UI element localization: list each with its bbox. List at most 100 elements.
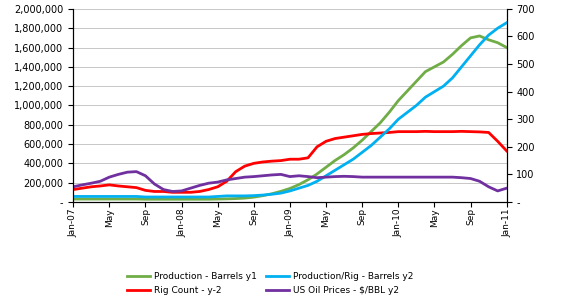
US Oil Prices - $/BBL y2 <box>215 180 221 184</box>
Production/Rig - Barrels y2 <box>278 191 284 195</box>
US Oil Prices - $/BBL y2 <box>422 175 429 179</box>
Rig Count - y-2 <box>350 134 356 138</box>
Production/Rig - Barrels y2 <box>503 21 510 24</box>
Production/Rig - Barrels y2 <box>350 157 356 161</box>
Rig Count - y-2 <box>97 184 104 188</box>
Rig Count - y-2 <box>187 191 194 194</box>
Production - Barrels y1 <box>196 198 203 201</box>
Rig Count - y-2 <box>485 131 492 134</box>
US Oil Prices - $/BBL y2 <box>494 189 501 193</box>
US Oil Prices - $/BBL y2 <box>233 177 239 180</box>
Production - Barrels y1 <box>88 197 95 201</box>
Production - Barrels y1 <box>395 99 402 102</box>
US Oil Prices - $/BBL y2 <box>413 175 420 179</box>
Production - Barrels y1 <box>350 146 356 150</box>
US Oil Prices - $/BBL y2 <box>485 185 492 189</box>
Rig Count - y-2 <box>449 130 456 133</box>
Rig Count - y-2 <box>224 179 230 183</box>
US Oil Prices - $/BBL y2 <box>151 182 158 186</box>
Production/Rig - Barrels y2 <box>494 26 501 30</box>
Production/Rig - Barrels y2 <box>269 192 275 196</box>
Production/Rig - Barrels y2 <box>115 195 122 198</box>
Production/Rig - Barrels y2 <box>70 195 77 198</box>
Production - Barrels y1 <box>106 197 113 201</box>
Rig Count - y-2 <box>476 130 483 134</box>
Line: Production - Barrels y1: Production - Barrels y1 <box>73 36 507 199</box>
Rig Count - y-2 <box>133 186 140 189</box>
Production/Rig - Barrels y2 <box>386 127 392 131</box>
Production - Barrels y1 <box>386 110 392 114</box>
Production/Rig - Barrels y2 <box>332 168 338 172</box>
US Oil Prices - $/BBL y2 <box>368 175 374 179</box>
US Oil Prices - $/BBL y2 <box>79 183 86 187</box>
US Oil Prices - $/BBL y2 <box>440 175 447 179</box>
Production/Rig - Barrels y2 <box>305 184 311 187</box>
Rig Count - y-2 <box>440 130 447 133</box>
Production - Barrels y1 <box>115 197 122 201</box>
Production - Barrels y1 <box>341 153 347 157</box>
Production/Rig - Barrels y2 <box>151 195 158 199</box>
Line: Production/Rig - Barrels y2: Production/Rig - Barrels y2 <box>73 23 507 197</box>
Production - Barrels y1 <box>278 189 284 193</box>
Production/Rig - Barrels y2 <box>233 194 239 198</box>
Production/Rig - Barrels y2 <box>160 195 167 199</box>
Production - Barrels y1 <box>251 195 257 199</box>
Production - Barrels y1 <box>368 130 374 133</box>
Rig Count - y-2 <box>178 191 185 194</box>
US Oil Prices - $/BBL y2 <box>377 175 383 179</box>
US Oil Prices - $/BBL y2 <box>269 173 275 177</box>
Rig Count - y-2 <box>368 132 374 135</box>
US Oil Prices - $/BBL y2 <box>431 175 438 179</box>
US Oil Prices - $/BBL y2 <box>467 177 474 180</box>
US Oil Prices - $/BBL y2 <box>224 178 230 182</box>
US Oil Prices - $/BBL y2 <box>296 174 302 178</box>
US Oil Prices - $/BBL y2 <box>305 175 311 178</box>
Rig Count - y-2 <box>359 132 365 136</box>
Production - Barrels y1 <box>242 196 248 200</box>
Rig Count - y-2 <box>386 131 392 134</box>
Production - Barrels y1 <box>287 187 293 190</box>
Production - Barrels y1 <box>296 183 302 187</box>
Production - Barrels y1 <box>431 65 438 69</box>
US Oil Prices - $/BBL y2 <box>476 179 483 183</box>
Production - Barrels y1 <box>160 198 167 201</box>
Rig Count - y-2 <box>431 130 438 133</box>
Production/Rig - Barrels y2 <box>124 195 131 198</box>
Production - Barrels y1 <box>458 44 465 48</box>
Rig Count - y-2 <box>196 190 203 193</box>
Production/Rig - Barrels y2 <box>404 110 411 114</box>
US Oil Prices - $/BBL y2 <box>359 175 365 179</box>
Production - Barrels y1 <box>323 165 329 169</box>
Production/Rig - Barrels y2 <box>359 151 365 154</box>
Production/Rig - Barrels y2 <box>224 194 230 198</box>
Rig Count - y-2 <box>314 145 320 148</box>
Production - Barrels y1 <box>404 89 411 93</box>
Production/Rig - Barrels y2 <box>296 187 302 190</box>
Production/Rig - Barrels y2 <box>187 195 194 199</box>
Rig Count - y-2 <box>503 149 510 153</box>
Rig Count - y-2 <box>151 190 158 193</box>
Production - Barrels y1 <box>494 41 501 45</box>
Rig Count - y-2 <box>79 187 86 190</box>
Production - Barrels y1 <box>124 197 131 201</box>
US Oil Prices - $/BBL y2 <box>395 175 402 179</box>
US Oil Prices - $/BBL y2 <box>242 175 248 179</box>
Production - Barrels y1 <box>332 159 338 162</box>
Rig Count - y-2 <box>332 137 338 140</box>
US Oil Prices - $/BBL y2 <box>287 175 293 178</box>
Production/Rig - Barrels y2 <box>251 194 257 198</box>
US Oil Prices - $/BBL y2 <box>341 175 347 178</box>
Rig Count - y-2 <box>269 159 275 163</box>
US Oil Prices - $/BBL y2 <box>106 175 113 179</box>
US Oil Prices - $/BBL y2 <box>260 174 266 178</box>
Production/Rig - Barrels y2 <box>88 195 95 198</box>
US Oil Prices - $/BBL y2 <box>449 175 456 179</box>
US Oil Prices - $/BBL y2 <box>133 170 140 173</box>
Rig Count - y-2 <box>458 129 465 133</box>
Production/Rig - Barrels y2 <box>178 195 185 199</box>
Rig Count - y-2 <box>287 157 293 161</box>
Rig Count - y-2 <box>169 191 176 194</box>
Production/Rig - Barrels y2 <box>215 195 221 198</box>
US Oil Prices - $/BBL y2 <box>187 187 194 190</box>
US Oil Prices - $/BBL y2 <box>278 173 284 176</box>
